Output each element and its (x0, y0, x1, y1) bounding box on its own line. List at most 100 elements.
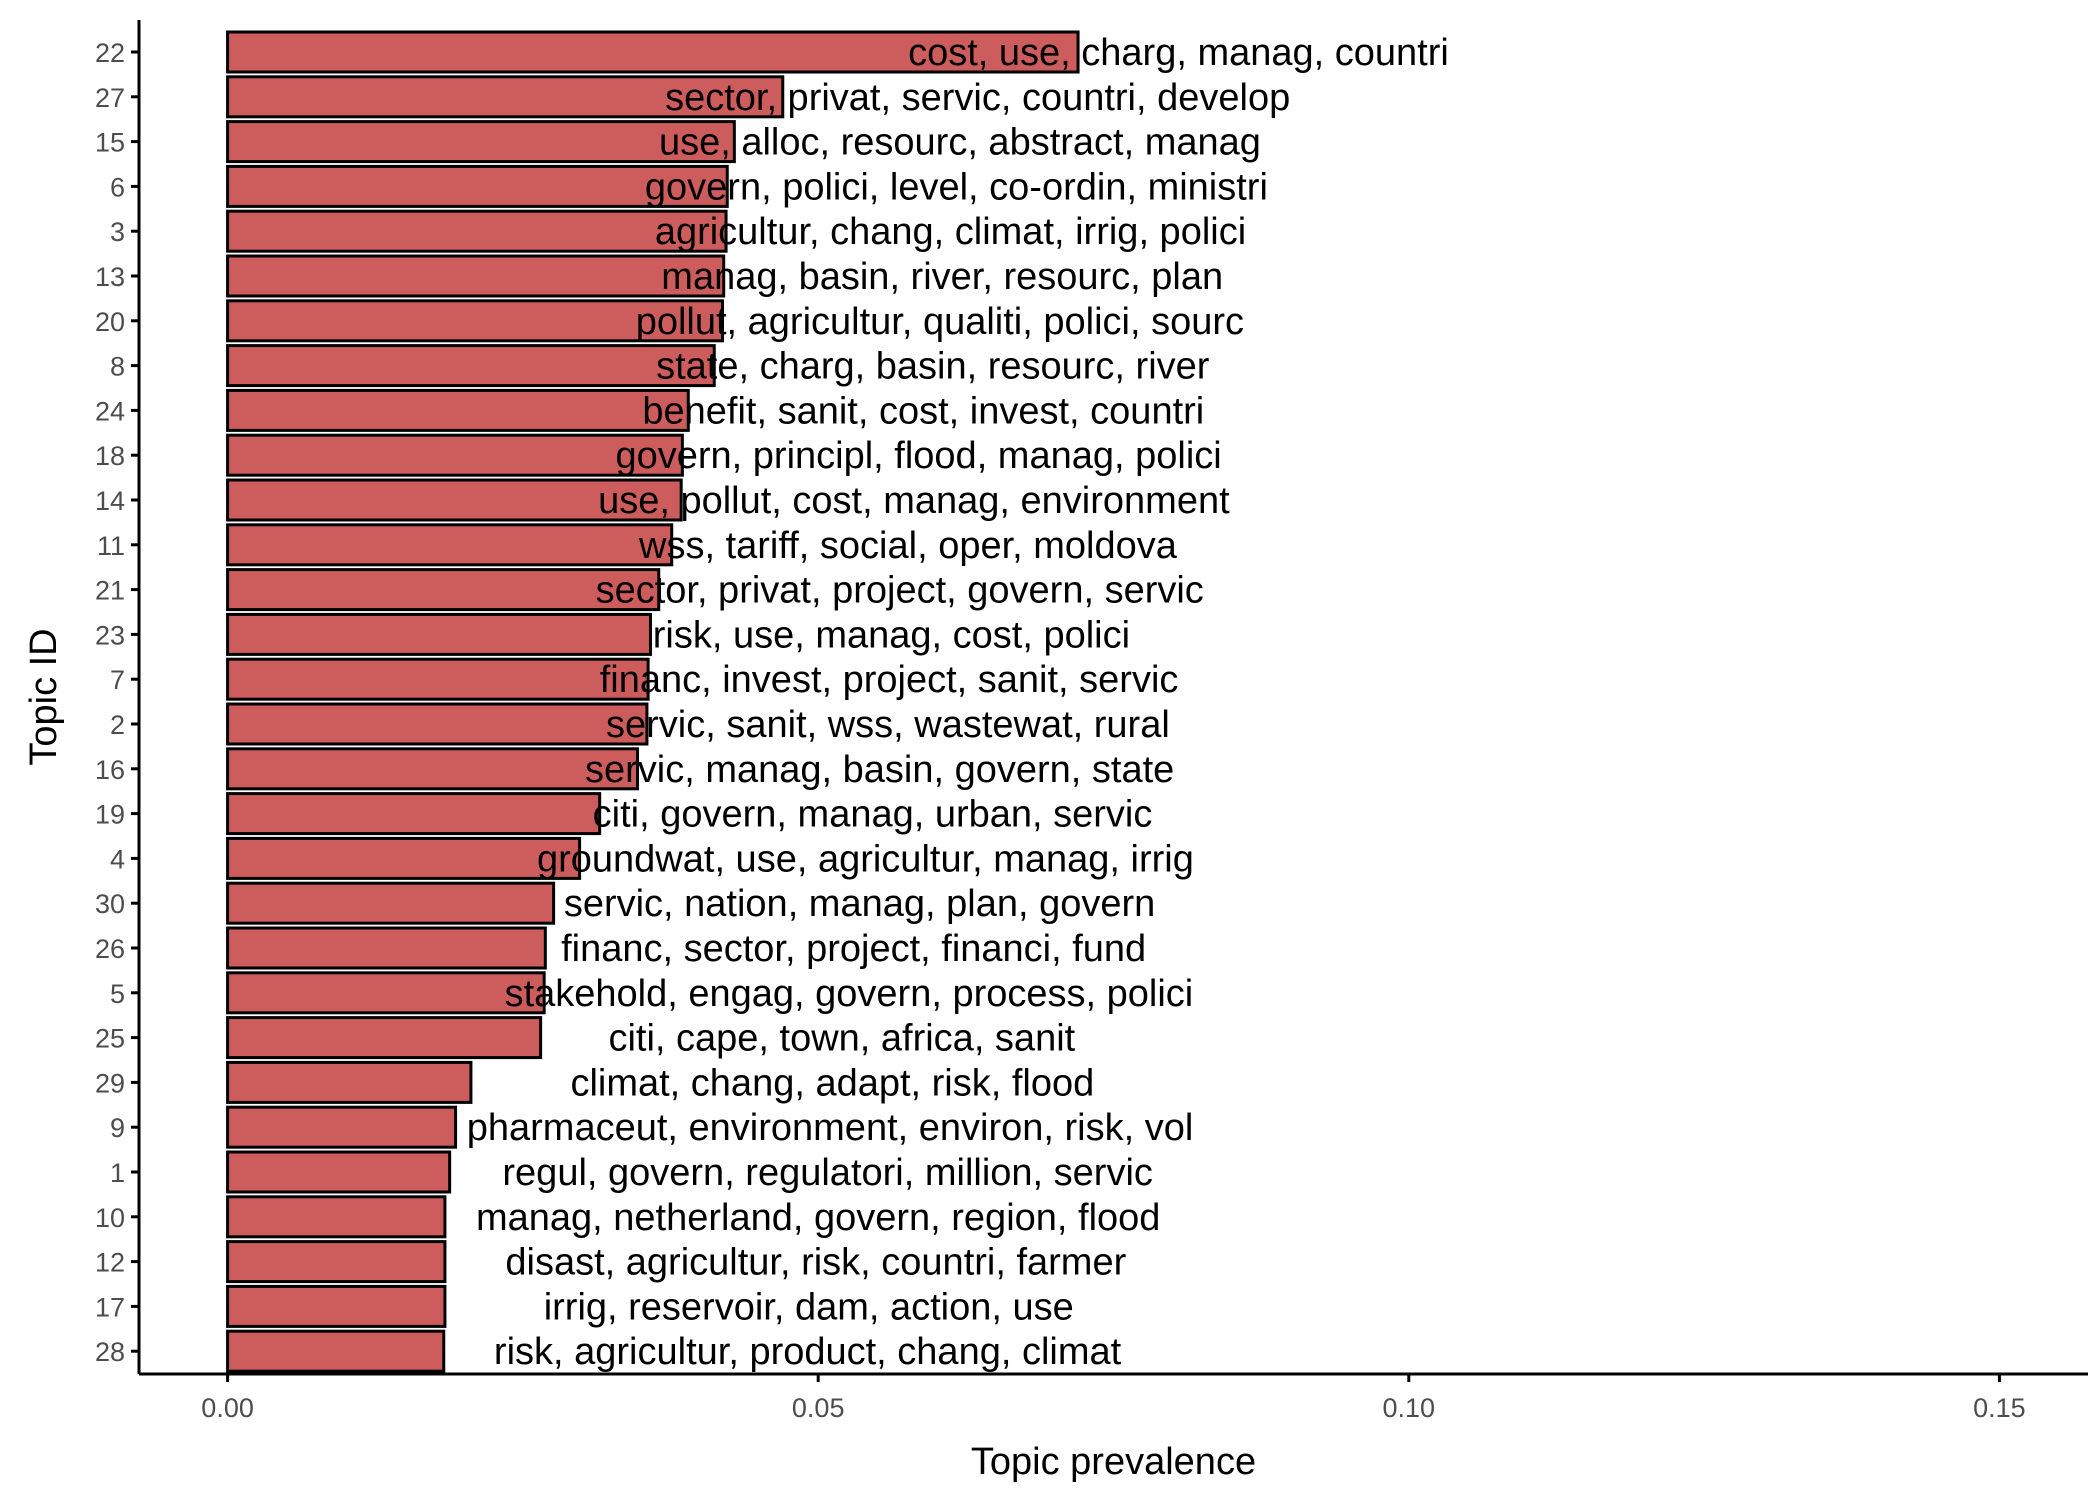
bar-topic-14 (226, 478, 683, 522)
topic-label-11: wss, tariff, social, oper, moldova (638, 525, 1178, 567)
y-tick-label-3: 3 (110, 217, 125, 247)
y-tick-label-5: 5 (110, 979, 125, 1009)
y-tick-label-16: 16 (95, 755, 125, 785)
y-tick-label-9: 9 (110, 1113, 125, 1143)
topic-label-21: sector, privat, project, govern, servic (596, 570, 1204, 612)
topic-label-20: pollut, agricultur, qualiti, polici, sou… (636, 301, 1244, 343)
y-tick-label-2: 2 (110, 710, 125, 740)
y-tick-label-10: 10 (95, 1203, 125, 1233)
bars-layer (226, 30, 1080, 1373)
topic-label-6: govern, polici, level, co-ordin, ministr… (645, 166, 1268, 208)
bar-topic-10 (226, 1195, 447, 1239)
y-tick-label-17: 17 (95, 1292, 125, 1322)
y-tick-label-24: 24 (95, 396, 125, 426)
topic-label-25: citi, cape, town, africa, sanit (608, 1018, 1075, 1060)
x-tick-label-3: 0.15 (1973, 1393, 2026, 1423)
axes-layer (137, 20, 2088, 1376)
topic-label-5: stakehold, engag, govern, process, polic… (505, 973, 1194, 1015)
topic-label-28: risk, agricultur, product, chang, climat (494, 1331, 1122, 1373)
topic-label-23: risk, use, manag, cost, polici (653, 614, 1130, 656)
topic-label-3: agricultur, chang, climat, irrig, polici (655, 211, 1246, 253)
topic-label-8: state, charg, basin, resourc, river (656, 346, 1210, 388)
y-tick-label-22: 22 (95, 38, 125, 68)
y-tick-label-26: 26 (95, 934, 125, 964)
topic-label-15: use, alloc, resourc, abstract, manag (659, 122, 1261, 164)
bar-topic-15 (226, 120, 736, 164)
bar-topic-2 (226, 702, 649, 746)
bar-topic-4 (226, 836, 582, 880)
y-axis-title: Topic ID (23, 628, 65, 765)
bar-topic-17 (226, 1284, 447, 1328)
bar-topic-8 (226, 344, 716, 388)
x-axis-title: Topic prevalence (971, 1441, 1256, 1483)
y-tick-label-23: 23 (95, 620, 125, 650)
bar-topic-21 (226, 568, 661, 612)
y-tick-label-11: 11 (97, 531, 125, 561)
y-tick-label-25: 25 (95, 1024, 125, 1054)
y-tick-label-8: 8 (110, 352, 125, 382)
y-tick-label-27: 27 (95, 83, 125, 113)
bar-topic-16 (226, 747, 639, 791)
bar-topic-29 (226, 1060, 473, 1104)
y-tick-label-20: 20 (95, 307, 125, 337)
topic-label-24: benefit, sanit, cost, invest, countri (642, 390, 1204, 432)
bar-topic-23 (226, 612, 652, 656)
bar-topic-27 (226, 75, 785, 119)
topic-label-17: irrig, reservoir, dam, action, use (544, 1286, 1074, 1328)
topic-label-1: regul, govern, regulatori, million, serv… (502, 1152, 1153, 1194)
y-tick-label-15: 15 (95, 128, 125, 158)
topic-label-27: sector, privat, servic, countri, develop (665, 77, 1290, 119)
topic-label-19: citi, govern, manag, urban, servic (593, 794, 1153, 836)
topic-label-26: financ, sector, project, financi, fund (561, 928, 1146, 970)
bar-topic-19 (226, 792, 602, 836)
x-tick-label-0: 0.00 (201, 1393, 254, 1423)
topic-label-10: manag, netherland, govern, region, flood (476, 1197, 1160, 1239)
bar-topic-18 (226, 433, 684, 477)
topic-label-29: climat, chang, adapt, risk, flood (570, 1062, 1094, 1104)
bar-topic-9 (226, 1105, 458, 1149)
bar-topic-22 (226, 30, 1080, 74)
y-tick-label-1: 1 (110, 1158, 125, 1188)
y-tick-label-19: 19 (95, 800, 125, 830)
y-tick-label-18: 18 (95, 441, 125, 471)
topic-label-4: groundwat, use, agricultur, manag, irrig (537, 838, 1194, 880)
topic-label-2: servic, sanit, wss, wastewat, rural (606, 704, 1170, 746)
y-tick-label-6: 6 (110, 172, 125, 202)
y-tick-label-12: 12 (95, 1248, 125, 1278)
bar-topic-26 (226, 926, 547, 970)
bar-topic-7 (226, 657, 650, 701)
bar-topic-3 (226, 209, 728, 253)
y-tick-label-14: 14 (95, 486, 125, 516)
y-ticks-layer: 2227156313208241814112123721619430265252… (95, 38, 139, 1367)
bar-topic-12 (226, 1240, 447, 1284)
bar-topic-6 (226, 164, 729, 208)
bar-topic-20 (226, 299, 725, 343)
topic-label-18: govern, principl, flood, manag, polici (615, 435, 1221, 477)
y-tick-label-29: 29 (95, 1068, 125, 1098)
topic-label-13: manag, basin, river, resourc, plan (661, 256, 1223, 298)
topic-labels-layer: cost, use, charg, manag, countrisector, … (467, 32, 1449, 1373)
y-tick-label-21: 21 (95, 576, 125, 606)
topic-label-22: cost, use, charg, manag, countri (908, 32, 1449, 74)
x-tick-label-1: 0.05 (792, 1393, 845, 1423)
bar-topic-13 (226, 254, 726, 298)
topic-label-7: financ, invest, project, sanit, servic (600, 659, 1179, 701)
y-tick-label-30: 30 (95, 889, 125, 919)
y-tick-label-13: 13 (95, 262, 125, 292)
y-tick-label-4: 4 (110, 844, 125, 874)
topic-label-30: servic, nation, manag, plan, govern (564, 883, 1155, 925)
x-ticks-layer: 0.00 0.05 0.10 0.15 (201, 1374, 2026, 1423)
topic-label-9: pharmaceut, environment, environ, risk, … (467, 1107, 1194, 1149)
bar-topic-1 (226, 1150, 452, 1194)
y-tick-label-28: 28 (95, 1337, 125, 1367)
x-tick-label-2: 0.10 (1383, 1393, 1436, 1423)
y-tick-label-7: 7 (110, 665, 125, 695)
bar-topic-11 (226, 523, 674, 567)
bar-topic-24 (226, 388, 690, 432)
bar-topic-30 (226, 881, 556, 925)
bar-topic-5 (226, 971, 546, 1015)
topic-label-16: servic, manag, basin, govern, state (585, 749, 1174, 791)
topic-label-12: disast, agricultur, risk, countri, farme… (505, 1242, 1126, 1284)
bar-topic-28 (226, 1329, 446, 1373)
